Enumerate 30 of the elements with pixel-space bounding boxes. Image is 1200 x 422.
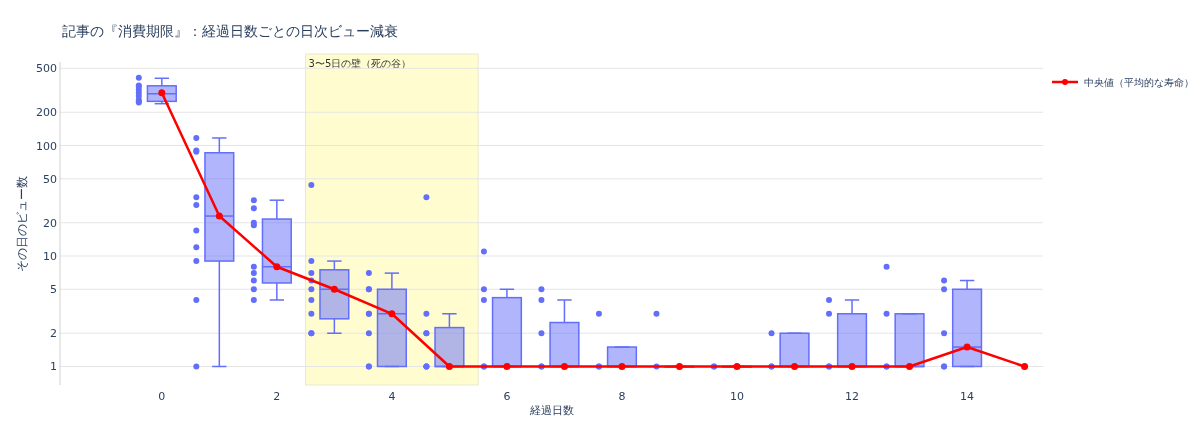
point: [273, 263, 281, 271]
x-tick-label: 4: [388, 390, 396, 403]
y-tick-label: 5: [50, 283, 57, 297]
point: [215, 212, 223, 220]
y-tick-label: 20: [43, 216, 57, 230]
y-tick-label: 10: [43, 250, 57, 263]
y-tick-label: 2: [50, 327, 57, 341]
x-tick-label: 6: [503, 390, 511, 403]
y-tick-label: 100: [36, 139, 57, 153]
x-tick-label: 12: [845, 390, 860, 403]
chart-title: 記事の『消費期限』：経過日数ごとの日次ビュー減衰: [62, 23, 398, 39]
legend-label: 中央値（平均的な寿命）: [1084, 77, 1194, 88]
band: 3〜5日の壁（死の谷）: [305, 53, 479, 386]
x-tick-label: 2: [273, 390, 281, 403]
y-tick-label: 50: [43, 172, 57, 186]
y-tick-label: 500: [36, 62, 57, 76]
x-axis-title: 経過日数: [528, 404, 574, 417]
x-tick-label: 0: [158, 390, 166, 403]
y-axis-title: その日のビュー数: [15, 175, 29, 272]
point: [388, 310, 396, 318]
y-tick-label: 200: [36, 106, 57, 120]
band-label: 3〜5日の壁（死の谷）: [308, 58, 412, 69]
x-tick-label: 14: [960, 390, 975, 403]
point: [330, 285, 338, 293]
legend: 中央値（平均的な寿命）: [1052, 77, 1194, 88]
point: [1021, 362, 1029, 370]
x-tick-label: 10: [730, 390, 744, 403]
x-tick-label: 8: [618, 390, 626, 403]
y-tick-label: 1: [50, 360, 57, 374]
point: [963, 343, 971, 351]
